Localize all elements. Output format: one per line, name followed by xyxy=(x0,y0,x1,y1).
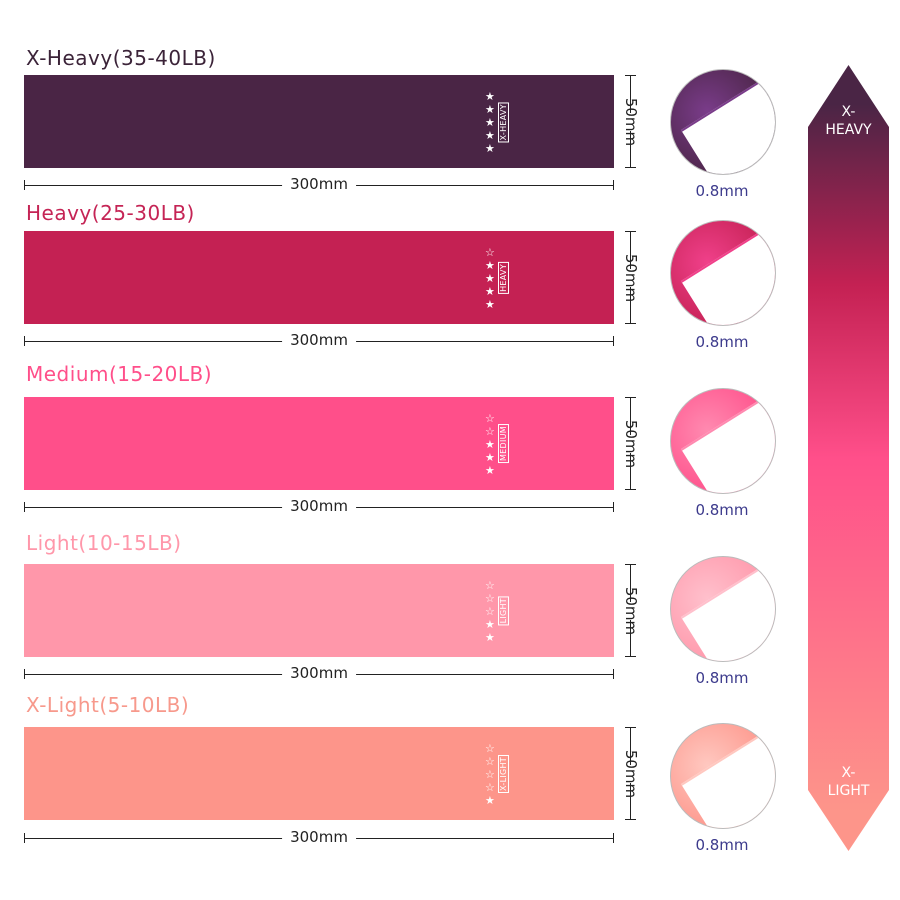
rating-stars: ★ ★ ★ ☆ ☆ xyxy=(485,412,495,477)
star-filled-icon: ★ xyxy=(485,115,495,129)
width-dimension: 50mm xyxy=(618,564,644,657)
star-filled-icon: ★ xyxy=(485,630,495,644)
star-filled-icon: ★ xyxy=(485,258,495,272)
thickness-label: 0.8mm xyxy=(695,836,749,854)
band-title: X-Heavy(35-40LB) xyxy=(26,46,216,70)
thickness-closeup xyxy=(670,723,776,829)
star-empty-icon: ☆ xyxy=(485,424,495,438)
level-tag: HEAVY xyxy=(497,262,509,294)
band-title: Light(10-15LB) xyxy=(26,531,182,555)
band-swatch: ★ ★ ☆ ☆ ☆ LIGHT xyxy=(24,564,614,657)
star-empty-icon: ☆ xyxy=(485,578,495,592)
rating-stars: ★ ★ ★ ★ ★ xyxy=(485,90,495,155)
thickness-label: 0.8mm xyxy=(695,669,749,687)
star-filled-icon: ★ xyxy=(485,450,495,464)
star-empty-icon: ☆ xyxy=(485,780,495,794)
thickness-label: 0.8mm xyxy=(695,501,749,519)
star-empty-icon: ☆ xyxy=(485,604,495,618)
rating-stars: ★ ★ ★ ★ ☆ xyxy=(485,246,495,311)
width-dimension: 50mm xyxy=(618,397,644,490)
band-swatch: ★ ★ ★ ☆ ☆ MEDIUM xyxy=(24,397,614,490)
length-dimension: 300mm xyxy=(24,497,614,515)
thickness-label: 0.8mm xyxy=(695,182,749,200)
star-empty-icon: ☆ xyxy=(485,741,495,755)
width-label: 50mm xyxy=(622,253,640,302)
band-title: Medium(15-20LB) xyxy=(26,362,213,386)
length-dimension: 300mm xyxy=(24,828,614,846)
star-empty-icon: ☆ xyxy=(485,245,495,259)
thickness-closeup xyxy=(670,220,776,326)
thickness-closeup xyxy=(670,69,776,175)
star-filled-icon: ★ xyxy=(485,284,495,298)
rating-stars: ★ ☆ ☆ ☆ ☆ xyxy=(485,742,495,807)
resistance-scale-arrow xyxy=(808,65,889,851)
length-label: 300mm xyxy=(282,331,356,349)
band-title: X-Light(5-10LB) xyxy=(26,693,190,717)
star-empty-icon: ☆ xyxy=(485,411,495,425)
thickness-closeup xyxy=(670,556,776,662)
width-dimension: 50mm xyxy=(618,727,644,820)
star-filled-icon: ★ xyxy=(485,617,495,631)
band-title: Heavy(25-30LB) xyxy=(26,201,195,225)
length-label: 300mm xyxy=(282,664,356,682)
length-label: 300mm xyxy=(282,175,356,193)
band-swatch: ★ ★ ★ ★ ★ X-HEAVY xyxy=(24,75,614,168)
star-empty-icon: ☆ xyxy=(485,767,495,781)
width-dimension: 50mm xyxy=(618,231,644,324)
length-label: 300mm xyxy=(282,497,356,515)
star-filled-icon: ★ xyxy=(485,89,495,103)
width-dimension: 50mm xyxy=(618,75,644,168)
length-label: 300mm xyxy=(282,828,356,846)
star-filled-icon: ★ xyxy=(485,141,495,155)
band-swatch: ★ ☆ ☆ ☆ ☆ X-LIGHT xyxy=(24,727,614,820)
scale-bottom-label: X- LIGHT xyxy=(827,765,870,799)
length-dimension: 300mm xyxy=(24,175,614,193)
star-filled-icon: ★ xyxy=(485,437,495,451)
level-tag: LIGHT xyxy=(497,596,509,626)
star-filled-icon: ★ xyxy=(485,297,495,311)
star-empty-icon: ☆ xyxy=(485,754,495,768)
star-filled-icon: ★ xyxy=(485,128,495,142)
star-filled-icon: ★ xyxy=(485,463,495,477)
width-label: 50mm xyxy=(622,586,640,635)
rating-stars: ★ ★ ☆ ☆ ☆ xyxy=(485,579,495,644)
thickness-label: 0.8mm xyxy=(695,333,749,351)
scale-top-label: X- HEAVY xyxy=(825,104,872,138)
level-tag: X-HEAVY xyxy=(497,101,509,143)
width-label: 50mm xyxy=(622,749,640,798)
band-swatch: ★ ★ ★ ★ ☆ HEAVY xyxy=(24,231,614,324)
star-filled-icon: ★ xyxy=(485,102,495,116)
star-filled-icon: ★ xyxy=(485,271,495,285)
thickness-closeup xyxy=(670,388,776,494)
width-label: 50mm xyxy=(622,419,640,468)
width-label: 50mm xyxy=(622,97,640,146)
star-empty-icon: ☆ xyxy=(485,591,495,605)
star-filled-icon: ★ xyxy=(485,793,495,807)
length-dimension: 300mm xyxy=(24,331,614,349)
length-dimension: 300mm xyxy=(24,664,614,682)
level-tag: MEDIUM xyxy=(497,424,509,464)
level-tag: X-LIGHT xyxy=(497,755,509,793)
